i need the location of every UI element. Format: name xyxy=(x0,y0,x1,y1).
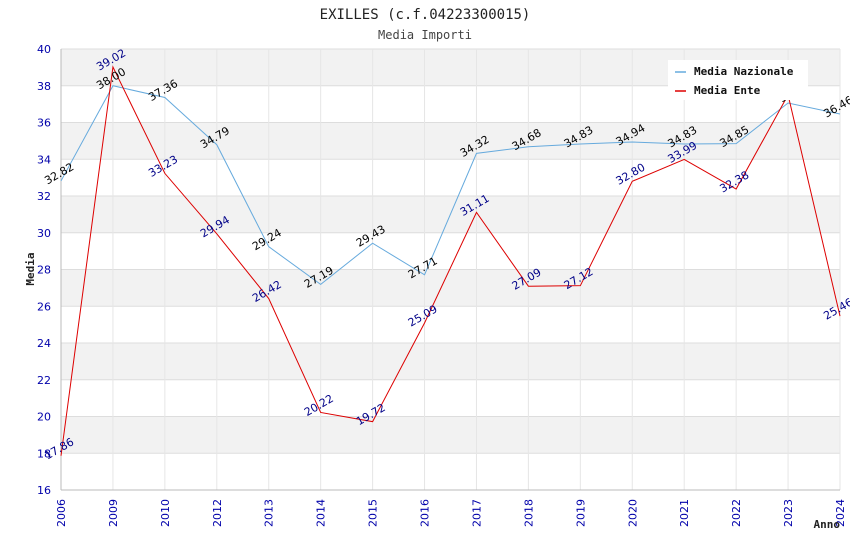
y-tick-label: 36 xyxy=(37,117,51,130)
grid-band xyxy=(61,306,840,343)
grid-band xyxy=(61,379,840,417)
x-tick-label: 2015 xyxy=(367,499,380,527)
legend-label-media-ente: Media Ente xyxy=(694,84,761,97)
series-line-0 xyxy=(60,85,841,286)
x-tick-label: 2020 xyxy=(626,499,639,527)
y-tick-label: 24 xyxy=(37,337,51,350)
x-tick-label: 2018 xyxy=(522,499,535,527)
y-axis-ticks: 16 18 20 22 24 26 28 30 32 34 36 38 40 xyxy=(37,43,51,497)
grid-band xyxy=(61,232,840,270)
y-tick-label: 30 xyxy=(37,227,51,240)
grid-band xyxy=(61,416,840,454)
y-axis-title: Media xyxy=(24,252,37,285)
y-tick-label: 38 xyxy=(37,80,51,93)
y-tick-label: 34 xyxy=(37,153,51,166)
y-tick-label: 28 xyxy=(37,264,51,277)
grid-band xyxy=(61,122,840,160)
grid-lines xyxy=(60,48,841,491)
x-tick-label: 2021 xyxy=(678,499,691,527)
x-tick-label: 2013 xyxy=(263,499,276,527)
grid-bands xyxy=(61,49,840,490)
legend-box xyxy=(668,60,808,100)
x-tick-label: 2024 xyxy=(834,499,847,527)
grid-band xyxy=(61,269,840,307)
y-tick-label: 18 xyxy=(37,447,51,460)
chart-subtitle: Media Importi xyxy=(378,28,472,42)
x-tick-label: 2010 xyxy=(159,499,172,527)
x-tick-label: 2012 xyxy=(211,499,224,527)
x-tick-label: 2023 xyxy=(782,499,795,527)
x-tick-label: 2019 xyxy=(574,499,587,527)
y-tick-label: 16 xyxy=(37,484,51,497)
chart-title: EXILLES (c.f.04223300015) xyxy=(320,7,531,23)
y-tick-label: 40 xyxy=(37,43,51,56)
legend-label-media-nazionale: Media Nazionale xyxy=(694,65,794,78)
series-line-1 xyxy=(60,65,841,456)
legend: Media Nazionale Media Ente xyxy=(668,60,808,100)
y-tick-label: 32 xyxy=(37,190,51,203)
grid-band xyxy=(61,159,840,196)
x-tick-label: 2017 xyxy=(470,499,483,527)
y-tick-label: 22 xyxy=(37,374,51,387)
x-tick-label: 2016 xyxy=(419,499,432,527)
x-axis-ticks: 2006 2009 2010 2012 2013 2014 2015 2016 2017 2018… xyxy=(55,499,847,527)
x-tick-label: 2009 xyxy=(107,499,120,527)
x-axis-title: Anno xyxy=(814,518,841,531)
series-group xyxy=(60,65,841,456)
y-tick-label: 26 xyxy=(37,300,51,313)
grid-band xyxy=(61,453,840,490)
y-tick-label: 20 xyxy=(37,411,51,424)
x-tick-label: 2022 xyxy=(730,499,743,527)
x-tick-label: 2006 xyxy=(55,499,68,527)
x-tick-label: 2014 xyxy=(315,499,328,527)
grid-band xyxy=(61,343,840,380)
